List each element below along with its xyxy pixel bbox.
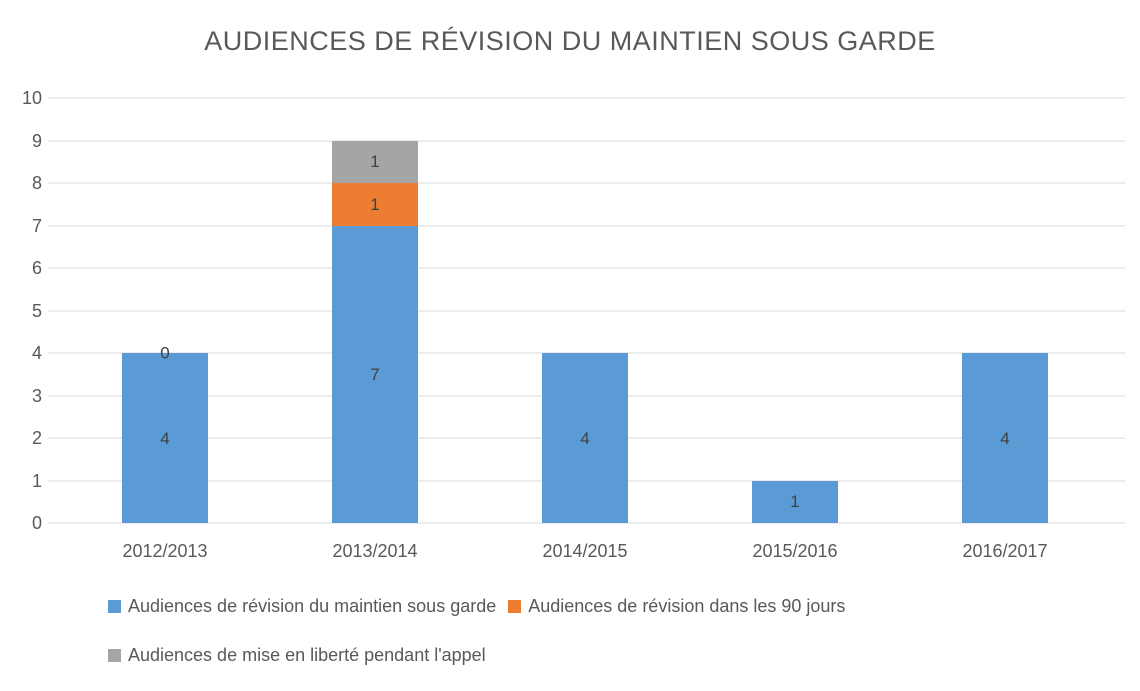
gridline (48, 225, 1125, 226)
data-label: 4 (160, 428, 170, 448)
legend-label: Audiences de révision du maintien sous g… (128, 596, 497, 616)
legend-label: Audiences de révision dans les 90 jours (528, 596, 846, 616)
y-axis: 0 1 2 3 4 5 6 7 8 9 10 (0, 89, 42, 532)
x-axis: 2012/2013 2013/2014 2014/2015 2015/2016 2016… (60, 523, 1110, 568)
bar-segment: 4 (122, 353, 208, 523)
legend-swatch-icon (108, 600, 121, 613)
data-label: 0 (160, 343, 170, 363)
y-axis-tick-label: 4 (31, 343, 42, 363)
bar-2016-2017: 4 (962, 98, 1048, 523)
legend-label: Audiences de mise en liberté pendant l'a… (128, 645, 486, 665)
bar-2014-2015: 4 (542, 98, 628, 523)
y-axis-tick-label: 3 (31, 385, 42, 406)
x-axis-tick-label: 2013/2014 (332, 541, 418, 561)
legend-swatch-icon (508, 600, 522, 613)
legend: Audiences de révision du maintien sous g… (108, 596, 1048, 666)
bar-segment: 1 (752, 480, 838, 523)
bar-segment: 4 (962, 353, 1048, 523)
legend-swatch-icon (108, 649, 121, 662)
legend-item: Audiences de révision du maintien sous g… (108, 596, 496, 617)
data-label: 1 (370, 152, 380, 172)
bar-2015-2016: 1 (752, 98, 838, 523)
bar-segment: 4 (542, 353, 628, 523)
gridline (48, 310, 1125, 311)
gridline (48, 140, 1125, 141)
data-label: 7 (370, 364, 380, 384)
data-label: 1 (790, 492, 800, 512)
y-axis-tick-label: 2 (31, 428, 42, 448)
y-axis-tick-label: 8 (31, 173, 42, 193)
x-axis-tick-label: 2016/2017 (962, 541, 1048, 561)
y-axis-tick-label: 0 (31, 513, 42, 533)
bar-segment: 7 (332, 225, 418, 523)
y-axis-tick-label: 6 (31, 258, 42, 278)
gridline (48, 267, 1125, 269)
gridline (48, 522, 1125, 524)
data-label: 4 (580, 428, 590, 448)
y-axis-tick-label: 9 (31, 130, 42, 151)
y-axis-tick-label: 5 (31, 300, 42, 321)
y-axis-tick-label: 1 (31, 470, 42, 491)
gridline (48, 182, 1125, 184)
bar-segment: 1 (332, 140, 418, 183)
data-label: 1 (370, 194, 380, 214)
x-axis-tick-label: 2015/2016 (752, 541, 838, 561)
y-axis-tick-label: 7 (31, 215, 42, 236)
bar-segment: 1 (332, 183, 418, 226)
x-axis-tick-label: 2014/2015 (542, 541, 628, 561)
chart-title: AUDIENCES DE RÉVISION DU MAINTIEN SOUS G… (204, 26, 936, 56)
y-axis-tick-label: 10 (21, 88, 42, 108)
data-label: 4 (1000, 428, 1010, 448)
bar-2013-2014: 7 1 1 (332, 98, 418, 523)
legend-item: Audiences de révision dans les 90 jours (508, 596, 845, 617)
gridline (48, 97, 1125, 99)
legend-item: Audiences de mise en liberté pendant l'a… (108, 645, 486, 666)
x-axis-tick-label: 2012/2013 (122, 541, 208, 561)
